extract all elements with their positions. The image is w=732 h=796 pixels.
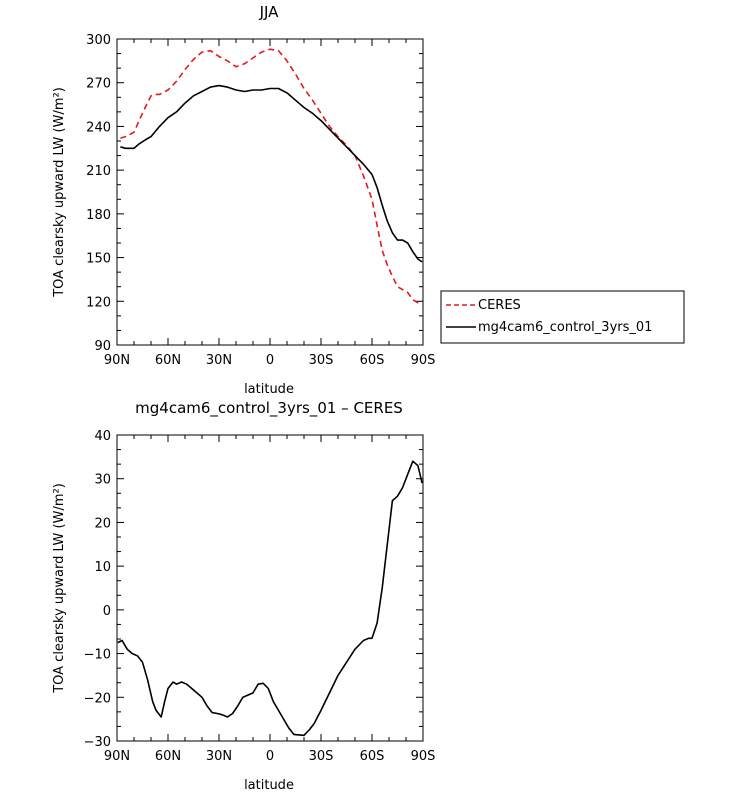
bottom-series-layer [117,460,423,737]
legend-label-ceres: CERES [478,298,521,313]
top-x-tick-label: 30S [309,353,334,368]
bottom-y-tick-label: −20 [84,691,111,706]
bottom-y-tick-label: 30 [94,473,111,488]
top-chart-title: JJA [259,3,280,21]
bottom-y-tick-label: 10 [94,560,111,575]
top-y-axis-label: TOA clearsky upward LW (W/m²) [52,87,67,298]
bottom-x-tick-label: 90S [411,749,436,764]
top-series-line-ceres [120,48,423,305]
top-y-tick-label: 210 [86,164,111,179]
top-x-axis-label: latitude [244,382,294,397]
bottom-x-tick-label: 30S [309,749,334,764]
bottom-x-tick-label: 0 [266,749,274,764]
bottom-y-tick-label: −30 [84,735,111,750]
top-y-tick-label: 180 [86,208,111,223]
bottom-y-tick-label: 40 [94,429,111,444]
top-y-tick-label: 240 [86,120,111,135]
top-x-tick-label: 60S [360,353,385,368]
bottom-x-tick-label: 60S [360,749,385,764]
legend-box [440,290,685,344]
legend: CERES mg4cam6_control_3yrs_01 [440,290,685,344]
legend-label-model: mg4cam6_control_3yrs_01 [478,320,652,335]
top-x-tick-label: 30N [206,353,232,368]
bottom-panel: mg4cam6_control_3yrs_01 – CERES 90N 60N 30… [52,399,435,793]
bottom-x-tick-label: 30N [206,749,232,764]
bottom-y-ticks: −30 −20 −10 0 10 20 30 40 [84,429,423,750]
bottom-y-tick-label: 20 [94,516,111,531]
top-x-ticks: 90N 60N 30N 0 30S 60S 90S [104,39,436,368]
top-x-tick-label: 90S [411,353,436,368]
bottom-x-tick-label: 90N [104,749,130,764]
top-y-tick-label: 120 [86,295,111,310]
bottom-series-line-0 [117,460,423,737]
top-series-line-mg4cam6-control-3yrs-01 [120,84,423,263]
bottom-y-axis-label: TOA clearsky upward LW (W/m²) [52,483,67,694]
top-y-ticks: 90 120 150 180 210 240 270 300 [86,33,423,354]
top-y-tick-label: 270 [86,77,111,92]
bottom-x-axis-label: latitude [244,778,294,793]
bottom-chart-title: mg4cam6_control_3yrs_01 – CERES [135,399,403,418]
top-y-tick-label: 90 [94,339,111,354]
top-plot-frame [116,38,424,346]
bottom-y-tick-label: 0 [103,604,111,619]
bottom-x-tick-label: 60N [155,749,181,764]
top-x-tick-label: 90N [104,353,130,368]
top-series-layer [120,48,423,305]
top-x-tick-label: 0 [266,353,274,368]
top-panel: JJA 90N 60N 30N 0 30S 60S 90S 90 120 150 180 210 24… [52,3,685,397]
top-y-tick-label: 150 [86,252,111,267]
bottom-y-tick-label: −10 [84,648,111,663]
top-x-tick-label: 60N [155,353,181,368]
top-y-tick-label: 300 [86,33,111,48]
bottom-x-ticks: 90N 60N 30N 0 30S 60S 90S [104,435,436,764]
